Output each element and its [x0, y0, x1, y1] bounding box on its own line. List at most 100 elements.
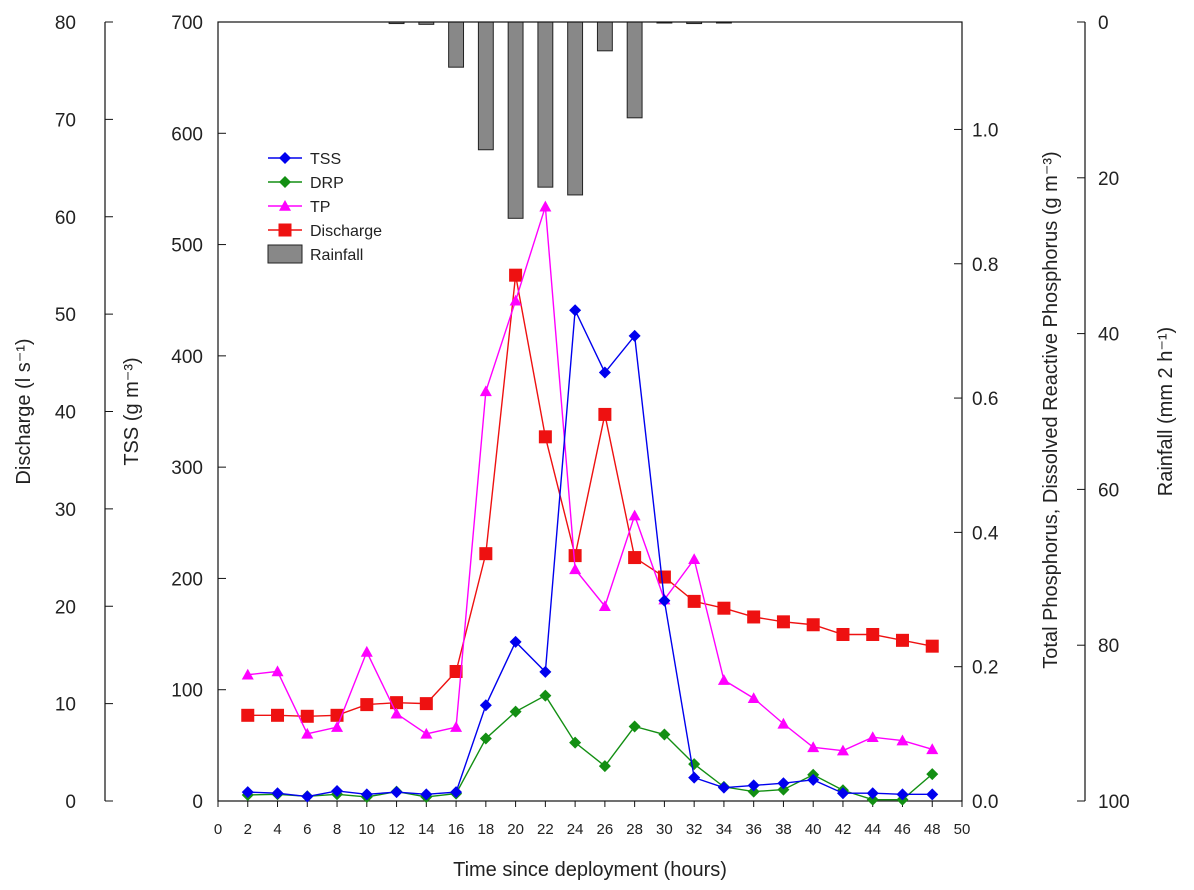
tss-tick-label: 500 — [171, 236, 203, 257]
discharge-point — [598, 407, 612, 421]
tss-point — [331, 784, 344, 797]
x-tick-label: 22 — [537, 821, 554, 838]
x-tick-label: 34 — [716, 821, 733, 838]
x-tick-label: 2 — [244, 821, 252, 838]
tp-point — [747, 692, 760, 704]
tss-tick-label: 100 — [171, 681, 203, 702]
x-tick-label: 30 — [656, 821, 673, 838]
discharge-point — [776, 615, 790, 629]
drp-point — [479, 732, 492, 745]
phosphorus-tick-label: 1.0 — [972, 120, 998, 141]
discharge-point — [717, 601, 731, 615]
drp-point — [509, 705, 522, 718]
tp-point — [836, 744, 849, 756]
rainfall-bar — [626, 21, 643, 119]
tp-point — [241, 668, 254, 680]
drp-point — [926, 768, 939, 781]
legend-drp-marker — [279, 176, 291, 188]
tss-point — [628, 329, 641, 342]
phosphorus-axis-title: Total Phosphorus, Dissolved Reactive Pho… — [1040, 151, 1062, 668]
tss-point — [479, 699, 492, 712]
discharge-point — [747, 610, 761, 624]
tss-point — [717, 781, 730, 794]
phosphorus-tick-label: 0.6 — [972, 389, 998, 410]
x-tick-label: 10 — [358, 821, 375, 838]
rainfall-bar — [448, 21, 465, 68]
x-tick-label: 48 — [924, 821, 941, 838]
x-tick-label: 6 — [303, 821, 311, 838]
x-tick-label: 4 — [273, 821, 281, 838]
phosphorus-tick-label: 0.2 — [972, 658, 998, 679]
tss-point — [688, 771, 701, 784]
tp-point — [598, 600, 611, 612]
legend-tss-label: TSS — [310, 151, 341, 168]
x-tick-label: 0 — [214, 821, 222, 838]
x-tick-label: 26 — [597, 821, 614, 838]
rainfall-bar — [537, 21, 554, 188]
tss-point — [509, 635, 522, 648]
tp-point — [807, 741, 820, 753]
tp-point — [390, 707, 403, 719]
x-tick-label: 12 — [388, 821, 405, 838]
tss-tick-label: 300 — [171, 458, 203, 479]
tss-point — [241, 786, 254, 799]
tss-point — [866, 787, 879, 800]
tss-point — [747, 779, 760, 792]
tss-point — [777, 777, 790, 790]
discharge-point — [628, 551, 642, 565]
tss-point — [271, 787, 284, 800]
tss-point — [569, 304, 582, 317]
tp-point — [509, 294, 522, 306]
drp-point — [747, 785, 760, 798]
tss-tick-label: 400 — [171, 347, 203, 368]
discharge-axis-title: Discharge (l s⁻¹) — [13, 338, 35, 484]
tss-point — [450, 786, 463, 799]
tp-point — [866, 731, 879, 743]
x-tick-label: 36 — [745, 821, 762, 838]
tss-point — [420, 788, 433, 801]
x-tick-label: 28 — [626, 821, 643, 838]
drp-point — [658, 728, 671, 741]
legend-rainfall-label: Rainfall — [310, 247, 363, 264]
tss-point — [360, 788, 373, 801]
tss-tick-label: 600 — [171, 124, 203, 145]
tss-point — [539, 665, 552, 678]
tp-point — [628, 509, 641, 521]
discharge-point — [538, 430, 552, 444]
phosphorus-tick-label: 0.8 — [972, 255, 998, 276]
tss-point — [896, 788, 909, 801]
tp-point — [717, 674, 730, 685]
legend-drp-label: DRP — [310, 175, 344, 192]
legend-discharge-marker — [278, 223, 292, 237]
discharge-tick-label: 30 — [55, 500, 76, 521]
tss-tick-label: 700 — [171, 13, 203, 34]
drp-point — [777, 783, 790, 796]
tss-point — [807, 773, 820, 786]
discharge-point — [241, 708, 255, 722]
x-axis-title: Time since deployment (hours) — [453, 859, 727, 881]
tss-point — [598, 366, 611, 379]
tss-point — [836, 787, 849, 800]
discharge-point — [806, 618, 820, 632]
legend-discharge-label: Discharge — [310, 223, 382, 240]
tp-point — [420, 727, 433, 739]
x-tick-label: 46 — [894, 821, 911, 838]
legend-rainfall-swatch — [267, 244, 303, 264]
legend-tss-marker — [279, 152, 291, 164]
drp-point — [539, 689, 552, 702]
tp-point — [331, 721, 344, 732]
tss-tick-label: 200 — [171, 569, 203, 590]
x-tick-label: 14 — [418, 821, 435, 838]
discharge-point — [687, 594, 701, 608]
discharge-tick-label: 20 — [55, 597, 76, 618]
plot-frame — [217, 21, 963, 802]
discharge-point — [509, 268, 523, 282]
rainfall-tick-label: 0 — [1098, 13, 1109, 34]
x-tick-label: 40 — [805, 821, 822, 838]
rainfall-axis-title: Rainfall (mm 2 h⁻¹) — [1155, 327, 1177, 496]
x-tick-label: 38 — [775, 821, 792, 838]
discharge-point — [895, 633, 909, 647]
tp-line — [247, 206, 933, 752]
x-tick-label: 16 — [448, 821, 465, 838]
x-tick-label: 18 — [477, 821, 494, 838]
